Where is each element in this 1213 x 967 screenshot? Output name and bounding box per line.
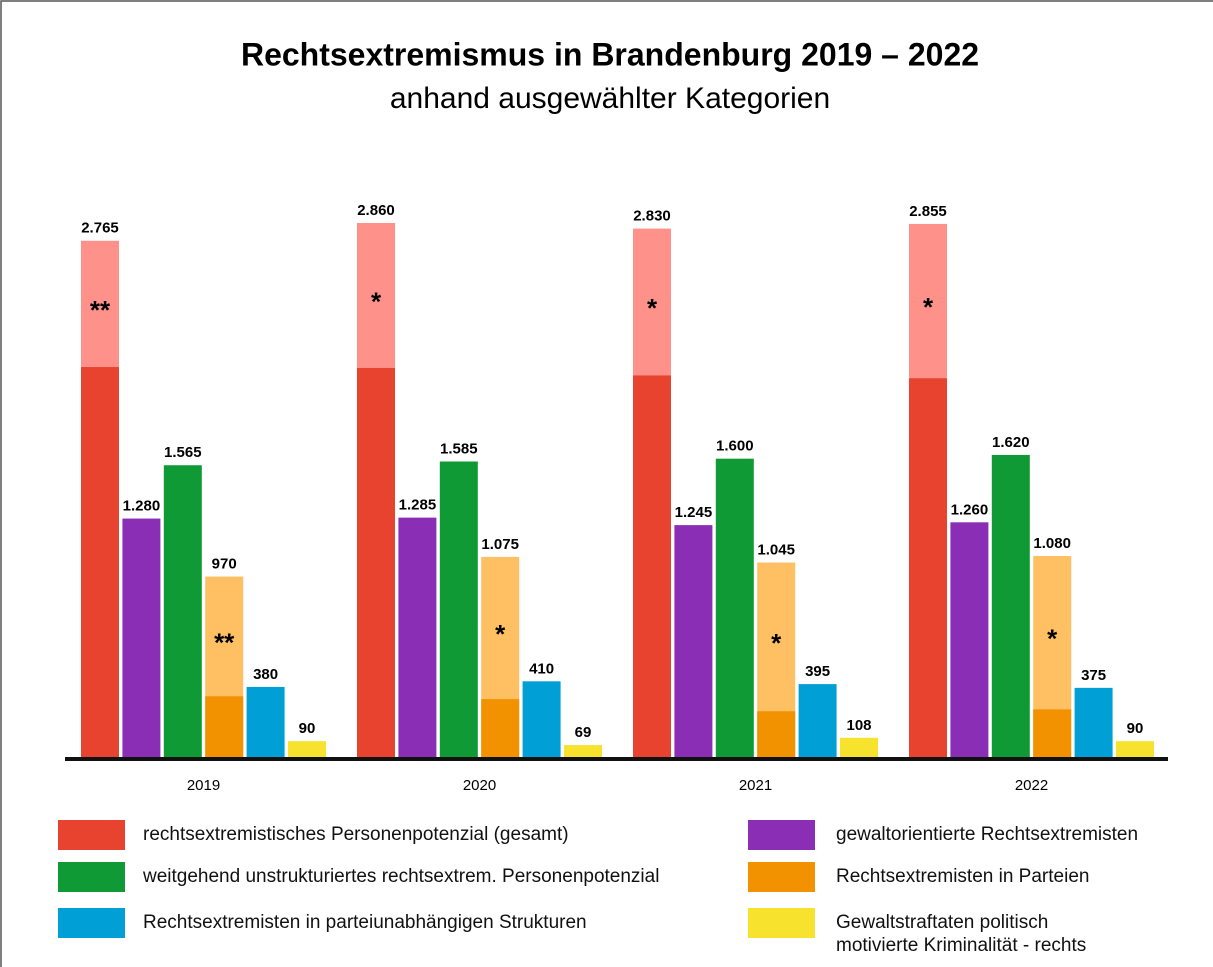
legend-swatch	[748, 908, 815, 938]
bar	[1074, 687, 1113, 758]
legend-label: weitgehend unstrukturiertes rechtsextrem…	[143, 866, 660, 887]
footnote-marker: *	[495, 619, 506, 649]
bar	[163, 465, 202, 758]
footnote-marker: *	[371, 286, 382, 316]
bar-inner	[1033, 709, 1072, 758]
value-label: 970	[212, 556, 237, 573]
legend-swatch	[58, 908, 125, 938]
value-label: 2.860	[357, 202, 395, 219]
bar	[950, 522, 989, 758]
bar	[840, 737, 878, 758]
footnote-marker: *	[647, 293, 658, 323]
x-tick-label: 2019	[187, 777, 220, 794]
value-label: 1.075	[481, 536, 519, 553]
value-label: 1.245	[675, 504, 713, 521]
legend-swatch	[748, 820, 815, 850]
legend-swatch	[58, 862, 125, 892]
value-label: 1.280	[123, 498, 161, 515]
bar	[246, 686, 285, 758]
footnote-marker: *	[771, 628, 782, 658]
bar	[1116, 741, 1154, 758]
bar	[439, 461, 478, 758]
value-label: 1.285	[399, 497, 437, 514]
value-label: 1.585	[440, 440, 478, 457]
value-label: 410	[529, 660, 554, 677]
value-label: 108	[846, 717, 871, 734]
legend-label: rechtsextremistisches Personenpotenzial …	[143, 824, 569, 845]
value-label: 90	[1127, 720, 1144, 737]
x-tick-label: 2021	[739, 777, 772, 794]
bar-inner	[633, 375, 671, 758]
value-label: 1.620	[992, 434, 1030, 451]
legend-swatch	[58, 820, 125, 850]
bar	[122, 518, 161, 758]
bar-inner	[81, 367, 119, 758]
value-label: 375	[1081, 667, 1106, 684]
footnote-marker: *	[923, 292, 934, 322]
bar-inner	[205, 696, 244, 758]
x-tick-label: 2020	[463, 777, 496, 794]
bar-inner	[481, 699, 520, 758]
legend-label: Rechtsextremisten in Parteien	[836, 866, 1090, 887]
chart-title: Rechtsextremismus in Brandenburg 2019 – …	[241, 36, 979, 72]
bar	[564, 745, 602, 758]
value-label: 2.830	[633, 208, 671, 225]
value-label: 380	[253, 666, 278, 683]
footnote-marker: *	[1047, 624, 1058, 654]
legend-label: Gewaltstraftaten politisch motivierte Kr…	[836, 912, 1087, 956]
bar	[674, 525, 713, 758]
value-label: 69	[575, 724, 592, 741]
bar-inner	[909, 378, 947, 758]
chart-subtitle: anhand ausgewählter Kategorien	[390, 82, 830, 115]
bar	[522, 681, 561, 758]
bar	[991, 454, 1030, 758]
bar	[715, 458, 754, 758]
footnote-marker: **	[90, 295, 111, 325]
value-label: 395	[805, 663, 830, 680]
footnote-marker: **	[214, 627, 235, 657]
bar-inner	[357, 367, 395, 758]
bar	[798, 684, 837, 758]
value-label: 1.565	[164, 444, 202, 461]
legend-label: Rechtsextremisten in parteiunabhängigen …	[143, 912, 587, 933]
legend-label: gewaltorientierte Rechtsextremisten	[836, 824, 1139, 845]
value-label: 1.600	[716, 438, 754, 455]
legend-swatch	[748, 862, 815, 892]
x-tick-label: 2022	[1015, 777, 1048, 794]
value-label: 2.765	[81, 220, 119, 237]
value-label: 1.260	[951, 501, 989, 518]
value-label: 1.080	[1033, 535, 1071, 552]
bar	[288, 741, 326, 758]
bar	[398, 517, 437, 758]
value-label: 90	[299, 720, 316, 737]
value-label: 2.855	[909, 203, 947, 220]
bar-inner	[757, 711, 796, 758]
value-label: 1.045	[757, 541, 795, 558]
